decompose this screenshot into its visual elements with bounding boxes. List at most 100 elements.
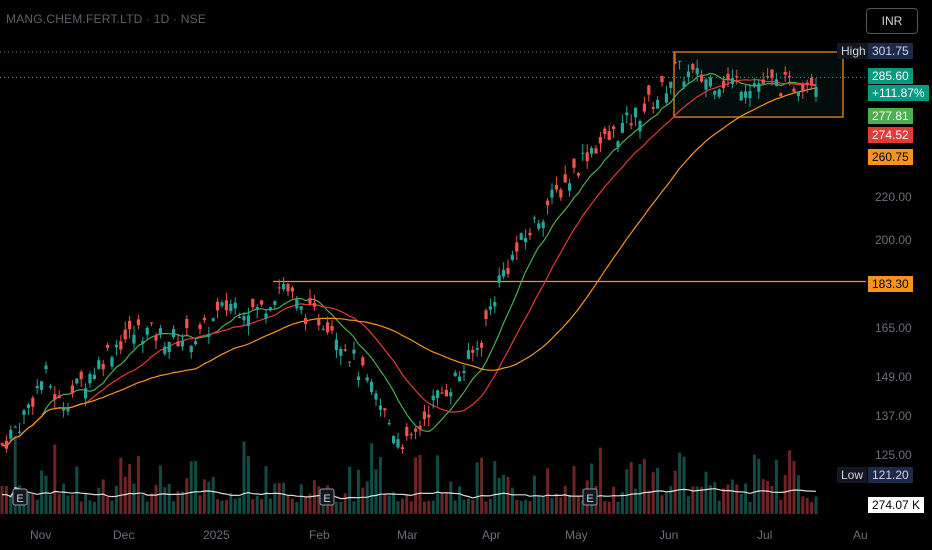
candle-body	[4, 440, 8, 449]
volume-bar	[810, 501, 814, 514]
volume-bar	[387, 495, 391, 514]
candle-body	[590, 148, 594, 154]
candle-body	[466, 350, 470, 359]
candle-body	[532, 217, 536, 219]
volume-bar	[704, 471, 708, 514]
volume-bar	[141, 494, 145, 514]
volume-bar	[374, 469, 378, 514]
volume-bar	[13, 436, 17, 514]
volume-bar	[88, 500, 92, 514]
candle-body	[625, 112, 629, 116]
candle-body	[145, 327, 149, 335]
y-tick: 137.00	[875, 409, 912, 423]
volume-bar	[84, 493, 88, 514]
candle-body	[713, 91, 717, 95]
candle-body	[356, 376, 360, 381]
candle-body	[458, 376, 462, 382]
candle-body	[40, 381, 44, 390]
volume-bar	[664, 491, 668, 514]
candle-body	[695, 68, 699, 75]
candle-body	[13, 426, 17, 428]
volume-bar	[436, 455, 440, 514]
candle-body	[436, 390, 440, 399]
volume-bar	[409, 501, 413, 514]
candle-body	[585, 152, 589, 162]
candle-body	[757, 83, 761, 92]
volume-bar	[154, 484, 158, 514]
candle-body	[383, 408, 387, 411]
volume-bar	[277, 482, 281, 514]
volume-bar	[75, 466, 79, 514]
candle-body	[664, 93, 668, 103]
volume-bar	[488, 498, 492, 514]
candle-body	[651, 106, 655, 109]
candle-body	[172, 328, 176, 338]
volume-bar	[647, 490, 651, 514]
volume-bar	[502, 474, 506, 514]
candle-body	[378, 405, 382, 410]
volume-bar	[440, 493, 444, 514]
candle-body	[537, 223, 541, 229]
candle-body	[22, 410, 26, 415]
candle-body	[198, 324, 202, 329]
candle-body	[290, 287, 294, 292]
candle-body	[88, 373, 92, 384]
high-label: High	[837, 43, 870, 59]
volume-bar	[229, 492, 233, 514]
candle-body	[576, 173, 580, 176]
candle-body	[449, 392, 453, 397]
volume-bar	[572, 466, 576, 514]
volume-bar	[4, 486, 8, 514]
x-tick: Dec	[113, 528, 135, 542]
candle-body	[374, 393, 378, 400]
candle-body	[563, 174, 567, 183]
volume-bar	[660, 495, 664, 514]
volume-bar	[185, 478, 189, 514]
volume-bar	[317, 486, 321, 514]
volume-bar	[748, 501, 752, 514]
volume-bar	[783, 475, 787, 514]
candle-body	[238, 317, 242, 319]
volume-bar	[233, 498, 237, 514]
candle-body	[598, 136, 602, 144]
volume-bar	[106, 497, 110, 514]
ma-slow-line	[1, 87, 817, 448]
volume-bar	[462, 499, 466, 514]
volume-bar	[722, 488, 726, 514]
volume-bar	[779, 499, 783, 514]
candle-body	[114, 344, 118, 348]
volume-bar	[717, 500, 721, 514]
candle-body	[48, 386, 52, 388]
volume-bar	[246, 456, 250, 514]
volume-bar	[805, 498, 809, 514]
candle-body	[216, 301, 220, 311]
volume-bar	[101, 479, 105, 514]
volume-bar	[713, 482, 717, 514]
volume-bar	[678, 452, 682, 514]
x-tick: Jun	[659, 528, 679, 542]
volume-bar	[735, 484, 739, 514]
volume-bar	[92, 501, 96, 514]
candle-body	[568, 183, 572, 191]
volume-bar	[612, 486, 616, 514]
candle-body	[260, 300, 264, 305]
last-price-value: 285.60	[868, 68, 913, 84]
volume-bar	[119, 457, 123, 514]
candle-body	[66, 408, 70, 412]
low-value: 121.20	[868, 467, 913, 483]
volume-bar	[480, 457, 484, 514]
currency-button[interactable]: INR	[866, 8, 918, 34]
volume-bar	[163, 487, 167, 514]
candle-body	[682, 81, 686, 87]
volume-bar	[35, 499, 39, 514]
volume-bar	[255, 495, 259, 514]
candle-body	[779, 93, 783, 97]
volume-bar	[40, 470, 44, 514]
volume-bar	[414, 457, 418, 514]
candle-body	[392, 436, 396, 444]
candle-body	[620, 122, 624, 133]
change-value: +111.87%	[868, 85, 929, 101]
volume-bar	[673, 470, 677, 514]
candle-body	[409, 434, 413, 436]
